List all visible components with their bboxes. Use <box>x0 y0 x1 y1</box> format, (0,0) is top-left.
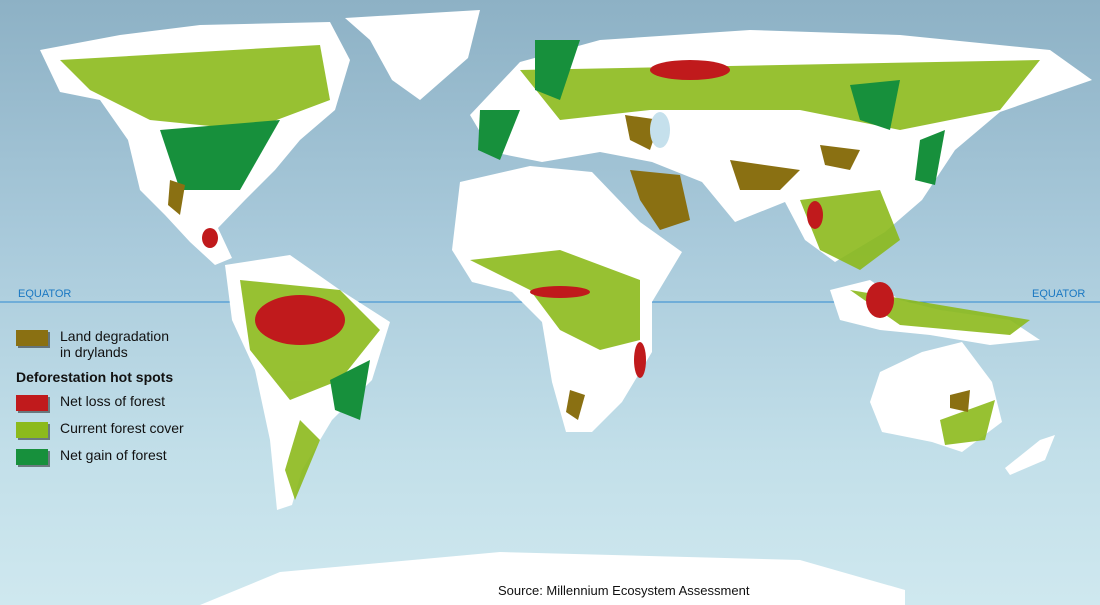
equator-label-right: EQUATOR <box>1032 288 1086 300</box>
drylands-label: Land degradation in drylands <box>60 328 169 360</box>
loss-label: Net loss of forest <box>60 393 166 409</box>
current-label: Current forest cover <box>60 420 184 436</box>
gain-swatch <box>16 449 48 465</box>
current-swatch <box>16 422 48 438</box>
drylands-swatch <box>16 330 48 346</box>
antarctica <box>200 552 905 605</box>
legend-heading: Deforestation hot spots <box>16 369 174 385</box>
greenland <box>345 10 480 100</box>
legend-item-current: Current forest cover <box>16 420 184 438</box>
loss-swatch <box>16 395 48 411</box>
equator-label-left: EQUATOR <box>18 288 72 300</box>
legend-item-loss: Net loss of forest <box>16 393 184 411</box>
new-zealand <box>1005 435 1055 475</box>
drylands-label-line1: Land degradation <box>60 328 169 344</box>
source-credit: Source: Millennium Ecosystem Assessment <box>498 583 750 598</box>
legend-item-drylands: Land degradation in drylands <box>16 328 184 360</box>
caspian-sea <box>650 112 670 148</box>
forest-gain <box>160 40 945 420</box>
gain-label: Net gain of forest <box>60 447 167 463</box>
forest-loss <box>202 60 894 378</box>
drylands-label-line2: in drylands <box>60 344 128 360</box>
legend-item-gain: Net gain of forest <box>16 447 184 465</box>
legend: Land degradation in drylands Deforestati… <box>16 328 184 474</box>
